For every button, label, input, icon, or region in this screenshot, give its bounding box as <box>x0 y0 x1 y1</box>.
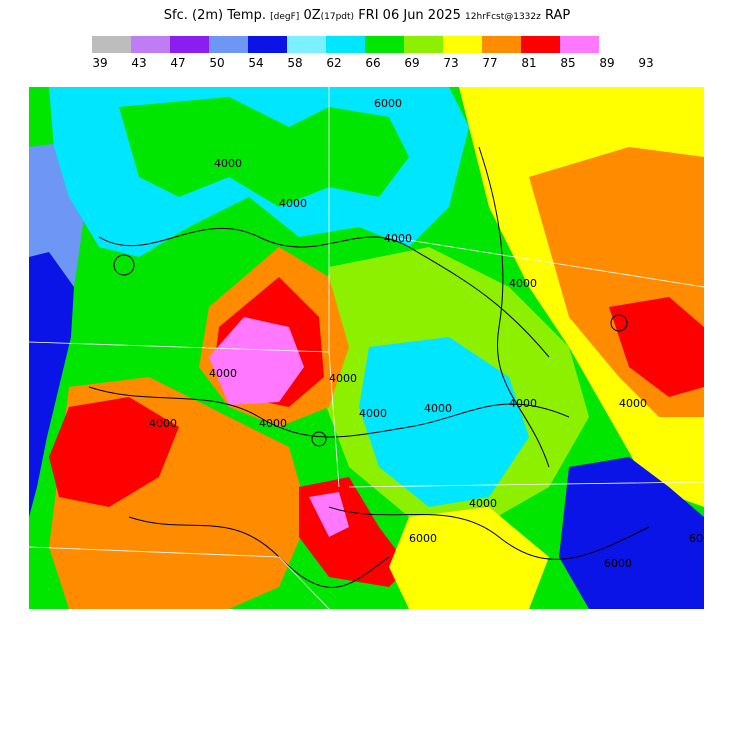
legend-tick-label: 47 <box>170 56 186 70</box>
contour-loop <box>311 431 327 447</box>
title-valid-z: 0Z <box>303 8 321 23</box>
contour-label: 4000 <box>509 397 537 410</box>
southeast-cold-region <box>559 457 704 609</box>
legend-swatch <box>560 36 599 53</box>
contour-label: 6000 <box>409 532 437 545</box>
legend-tick-label: 85 <box>560 56 576 70</box>
title-forecast: 12hrFcst@1332z <box>465 12 541 22</box>
contour-label: 4000 <box>329 372 357 385</box>
contour-label: 6000 <box>374 97 402 110</box>
contour-labels: 4000 4000 4000 4000 4000 4000 4000 4000 4000 4000… <box>149 97 704 570</box>
contour-label: 4000 <box>259 417 287 430</box>
legend-swatch <box>326 36 365 53</box>
contour-label: 4000 <box>619 397 647 410</box>
temperature-map: 4000 4000 4000 4000 4000 4000 4000 4000 4000 4000… <box>29 87 704 609</box>
contour-label: 4000 <box>209 367 237 380</box>
southcentral-yellow-region <box>389 507 549 609</box>
legend-tick-label: 89 <box>599 56 615 70</box>
contour-loop <box>113 254 135 276</box>
legend-tick-label: 50 <box>209 56 225 70</box>
state-border <box>29 341 330 353</box>
north-mild-region <box>119 97 409 207</box>
central-cool-region <box>359 337 529 507</box>
legend-swatch <box>365 36 404 53</box>
legend-swatch <box>482 36 521 53</box>
state-border <box>328 87 340 488</box>
legend-swatch <box>404 36 443 53</box>
contour-line <box>98 227 550 358</box>
legend-tick-label: 77 <box>482 56 498 70</box>
contour-label: 4000 <box>384 232 412 245</box>
legend-swatch <box>131 36 170 53</box>
state-borders <box>29 87 704 609</box>
legend-swatch <box>248 36 287 53</box>
central-pink-region <box>209 317 304 405</box>
state-border <box>348 481 704 488</box>
contour-label: 4000 <box>509 277 537 290</box>
title-model: RAP <box>545 8 571 23</box>
legend-swatch <box>209 36 248 53</box>
legend-tick-label: 58 <box>287 56 303 70</box>
legend-tick-label: 62 <box>326 56 342 70</box>
contour-lines <box>88 146 650 588</box>
east-red-region <box>609 297 704 397</box>
south-pink-region <box>309 492 349 537</box>
legend-swatch <box>92 36 131 53</box>
ocean-deep-region <box>29 252 74 517</box>
state-border <box>388 236 704 288</box>
legend-tick-label: 66 <box>365 56 381 70</box>
southwest-red-region <box>49 397 179 507</box>
legend-ticks: 39 43 47 50 54 58 62 66 69 73 77 81 85 89 93 <box>0 56 734 70</box>
contour-label: 4000 <box>214 157 242 170</box>
legend-tick-label: 69 <box>404 56 420 70</box>
legend-tick-label: 93 <box>638 56 654 70</box>
legend-tick-label: 54 <box>248 56 264 70</box>
legend-tick-label: 81 <box>521 56 537 70</box>
legend-swatch <box>521 36 560 53</box>
legend-swatch <box>443 36 482 53</box>
contour-line <box>478 146 550 468</box>
contour-label: 4000 <box>359 407 387 420</box>
map-title: Sfc. (2m) Temp. [degF] 0Z(17pdt) FRI 06 … <box>0 8 734 23</box>
color-legend <box>92 36 599 53</box>
legend-tick-label: 43 <box>131 56 147 70</box>
title-date: FRI 06 Jun 2025 <box>358 8 461 23</box>
contour-label: 6000 <box>604 557 632 570</box>
contour-loop <box>610 314 628 332</box>
legend-swatch <box>170 36 209 53</box>
title-units: [degF] <box>270 12 300 22</box>
contour-line <box>328 506 650 560</box>
contour-label: 4000 <box>469 497 497 510</box>
title-valid-local: (17pdt) <box>320 12 355 22</box>
title-product: Sfc. (2m) Temp. <box>163 8 266 23</box>
map-canvas: 4000 4000 4000 4000 4000 4000 4000 4000 4000 4000… <box>29 87 704 609</box>
state-border <box>29 546 330 609</box>
contour-label: 4000 <box>279 197 307 210</box>
legend-swatch <box>287 36 326 53</box>
contour-label: 4000 <box>149 417 177 430</box>
contour-label: 6000 <box>689 532 704 545</box>
legend-tick-label: 73 <box>443 56 459 70</box>
legend-tick-label: 39 <box>92 56 108 70</box>
contour-label: 4000 <box>424 402 452 415</box>
contour-line <box>88 386 570 438</box>
